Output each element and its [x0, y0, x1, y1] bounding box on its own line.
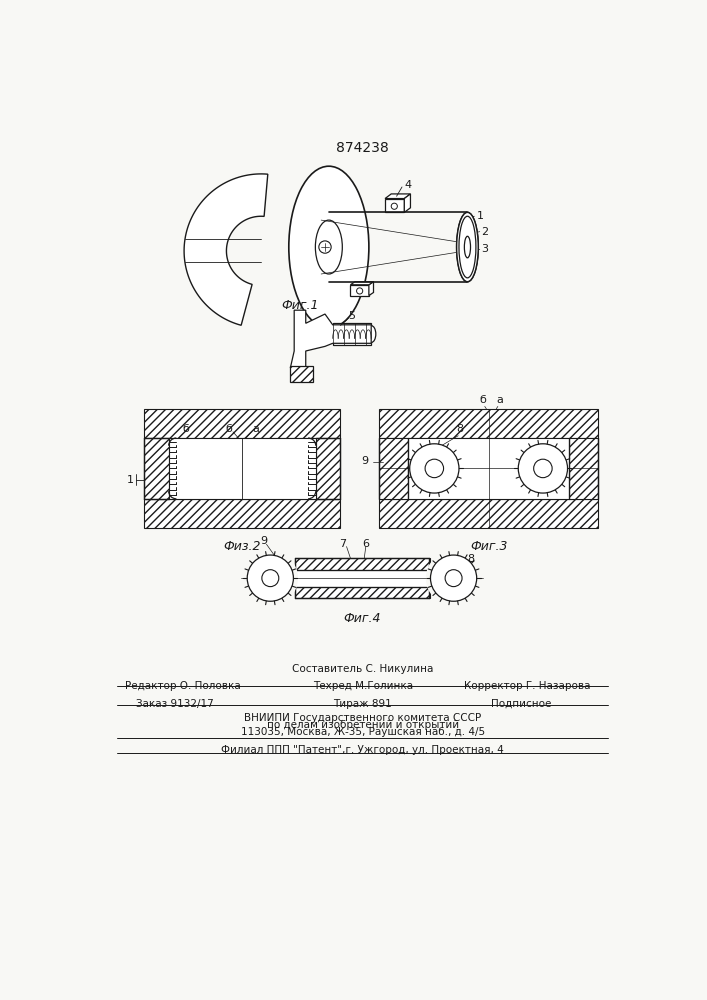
- Polygon shape: [351, 282, 373, 285]
- Ellipse shape: [288, 166, 369, 328]
- Text: Составитель С. Никулина: Составитель С. Никулина: [292, 664, 433, 674]
- Text: 1: 1: [477, 211, 484, 221]
- Polygon shape: [291, 366, 313, 382]
- Text: б: б: [225, 424, 232, 434]
- Text: по делам изобретений и открытий: по делам изобретений и открытий: [267, 720, 459, 730]
- Bar: [379, 438, 408, 499]
- Text: Фиг.3: Фиг.3: [470, 540, 508, 553]
- Bar: [569, 438, 598, 499]
- Text: 1: 1: [127, 475, 134, 485]
- Circle shape: [262, 570, 279, 587]
- Circle shape: [431, 555, 477, 601]
- Polygon shape: [184, 174, 268, 325]
- Text: 8: 8: [467, 554, 474, 564]
- Text: 874238: 874238: [337, 141, 389, 155]
- Text: б: б: [182, 424, 189, 434]
- Text: 5: 5: [349, 311, 356, 321]
- Bar: [385, 199, 404, 212]
- Circle shape: [534, 459, 552, 478]
- Bar: [379, 499, 598, 528]
- Text: Фиг.1: Фиг.1: [281, 299, 318, 312]
- Text: Корректор Г. Назарова: Корректор Г. Назарова: [464, 681, 594, 691]
- Polygon shape: [385, 194, 411, 199]
- Ellipse shape: [366, 326, 376, 343]
- Text: 6: 6: [362, 539, 369, 549]
- Bar: [408, 438, 569, 499]
- Circle shape: [426, 550, 481, 606]
- Text: Подписное: Подписное: [491, 699, 551, 709]
- Ellipse shape: [459, 216, 476, 278]
- Bar: [379, 409, 598, 438]
- Text: Тираж 891: Тираж 891: [333, 699, 392, 709]
- Circle shape: [319, 241, 331, 253]
- Polygon shape: [291, 310, 371, 368]
- Circle shape: [247, 555, 293, 601]
- Text: a: a: [497, 395, 503, 405]
- Circle shape: [425, 459, 443, 478]
- Text: 4: 4: [404, 180, 411, 190]
- Ellipse shape: [457, 212, 478, 282]
- Circle shape: [445, 570, 462, 587]
- Ellipse shape: [457, 212, 478, 282]
- Ellipse shape: [464, 236, 471, 258]
- Bar: [144, 499, 340, 528]
- Text: б: б: [479, 395, 486, 405]
- Polygon shape: [369, 282, 373, 296]
- Bar: [295, 570, 430, 587]
- Circle shape: [391, 203, 397, 209]
- Circle shape: [243, 550, 298, 606]
- Text: Редактор О. Половка: Редактор О. Половка: [124, 681, 240, 691]
- Text: Фиг.4: Фиг.4: [343, 612, 380, 625]
- Text: Филиал ППП "Патент",г. Ужгород, ул. Проектная, 4: Филиал ППП "Патент",г. Ужгород, ул. Прое…: [221, 745, 504, 755]
- Bar: [333, 323, 371, 345]
- Text: 2: 2: [481, 227, 489, 237]
- Text: Техред М.Голинка: Техред М.Голинка: [312, 681, 413, 691]
- Ellipse shape: [315, 220, 342, 274]
- Bar: [169, 438, 316, 499]
- Text: 9: 9: [361, 456, 368, 466]
- Text: 113035, Москва, Ж-35, Раушская наб., д. 4/5: 113035, Москва, Ж-35, Раушская наб., д. …: [240, 727, 485, 737]
- Text: 8: 8: [456, 424, 463, 434]
- Bar: [144, 409, 340, 438]
- Circle shape: [518, 444, 568, 493]
- Text: a: a: [252, 424, 259, 434]
- Text: 9: 9: [261, 536, 268, 546]
- Bar: [316, 438, 340, 499]
- Bar: [144, 438, 169, 499]
- Polygon shape: [404, 194, 411, 212]
- Bar: [351, 285, 369, 296]
- Circle shape: [356, 288, 363, 294]
- Text: Физ.2: Физ.2: [223, 540, 261, 553]
- Circle shape: [409, 444, 459, 493]
- Text: ВНИИПИ Государственного комитета СССР: ВНИИПИ Государственного комитета СССР: [244, 713, 481, 723]
- Bar: [295, 558, 430, 598]
- Text: 7: 7: [339, 539, 346, 549]
- Text: 3: 3: [481, 244, 489, 254]
- Text: Заказ 9132/17: Заказ 9132/17: [136, 699, 214, 709]
